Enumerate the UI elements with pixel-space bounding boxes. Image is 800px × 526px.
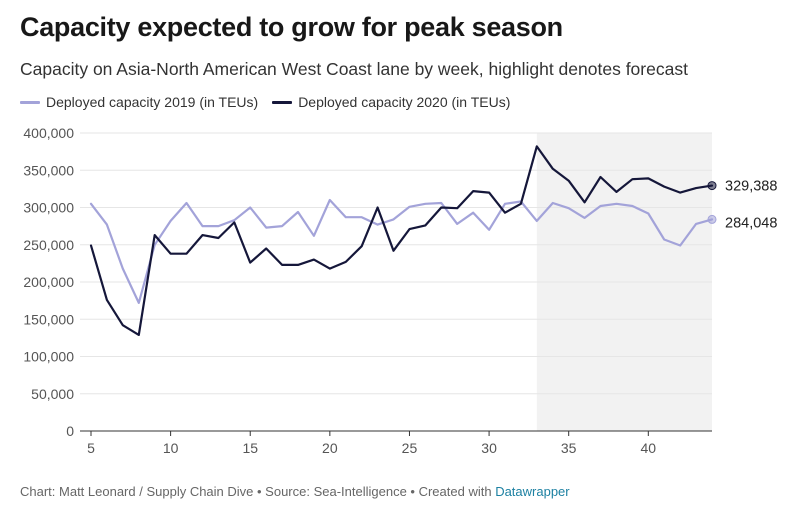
x-tick-label: 40 bbox=[641, 440, 657, 456]
series-line-2019 bbox=[89, 198, 714, 304]
x-tick-label: 10 bbox=[163, 440, 179, 456]
y-tick-label: 250,000 bbox=[23, 237, 74, 253]
y-tick-label: 100,000 bbox=[23, 349, 74, 365]
end-label-2019: 284,048 bbox=[725, 215, 777, 231]
end-point-2019 bbox=[707, 214, 717, 224]
y-tick-label: 400,000 bbox=[23, 125, 74, 141]
series-line-2020 bbox=[89, 145, 714, 336]
chart-footer: Chart: Matt Leonard / Supply Chain Dive … bbox=[20, 484, 570, 499]
x-tick-label: 25 bbox=[402, 440, 418, 456]
chart-title: Capacity expected to grow for peak seaso… bbox=[20, 12, 563, 42]
legend-label-2019: Deployed capacity 2019 (in TEUs) bbox=[46, 94, 259, 110]
y-tick-label: 350,000 bbox=[23, 162, 74, 178]
y-tick-label: 300,000 bbox=[23, 200, 74, 216]
x-tick-label: 15 bbox=[242, 440, 258, 456]
footer-datawrapper-link[interactable]: Datawrapper bbox=[495, 484, 570, 499]
end-label-2020: 329,388 bbox=[725, 179, 777, 195]
x-tick-label: 5 bbox=[87, 440, 95, 456]
end-point-2020 bbox=[707, 181, 717, 191]
chart-legend: Deployed capacity 2019 (in TEUs) Deploye… bbox=[20, 94, 524, 110]
legend-swatch-2019 bbox=[20, 100, 40, 104]
legend-label-2020: Deployed capacity 2020 (in TEUs) bbox=[298, 94, 511, 110]
footer-credit: Chart: Matt Leonard / Supply Chain Dive … bbox=[20, 484, 496, 499]
legend-item-2019: Deployed capacity 2019 (in TEUs) bbox=[20, 94, 258, 110]
x-tick-label: 30 bbox=[481, 440, 497, 456]
x-tick-label: 20 bbox=[322, 440, 338, 456]
legend-item-2020: Deployed capacity 2020 (in TEUs) bbox=[272, 94, 510, 110]
y-tick-label: 150,000 bbox=[23, 311, 74, 327]
y-tick-label: 50,000 bbox=[31, 386, 74, 402]
legend-swatch-2020 bbox=[272, 100, 293, 104]
y-tick-label: 200,000 bbox=[23, 274, 74, 290]
x-tick-label: 35 bbox=[561, 440, 577, 456]
chart-subtitle: Capacity on Asia-North American West Coa… bbox=[20, 59, 688, 79]
y-tick-label: 0 bbox=[66, 423, 74, 439]
